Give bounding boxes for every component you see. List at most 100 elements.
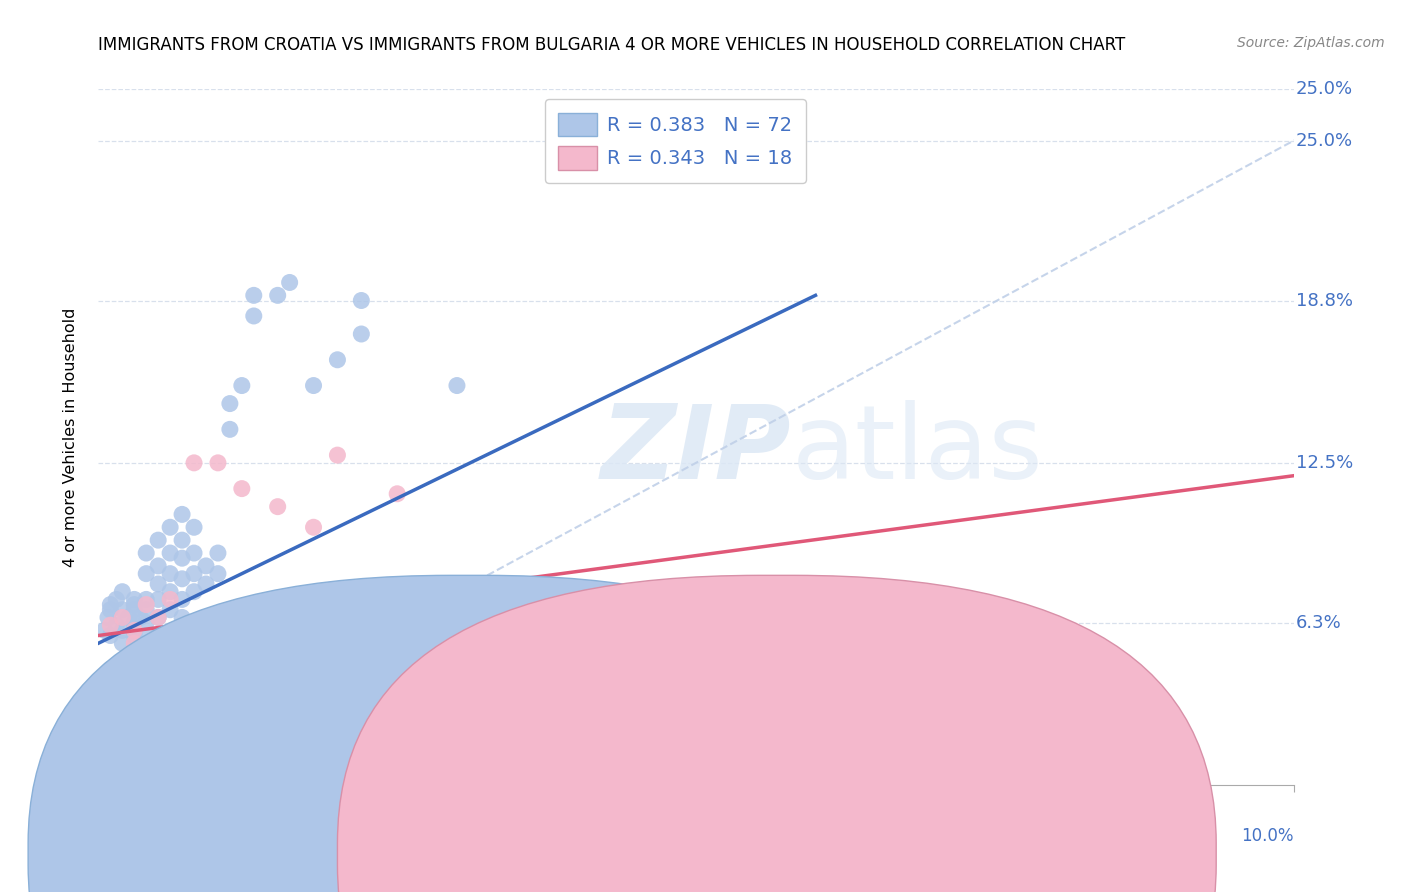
Point [111,603,134,617]
Text: Source: ZipAtlas.com: Source: ZipAtlas.com [1237,36,1385,50]
Point [117,610,139,624]
Point [326,448,349,462]
Point [159,700,181,714]
Point [124,628,146,642]
Text: Immigrants from Bulgaria: Immigrants from Bulgaria [806,846,1019,863]
Text: 12.5%: 12.5% [1296,454,1353,472]
Point [135,592,157,607]
Point [111,610,134,624]
Point [93,624,115,638]
Point [278,276,301,290]
Point [148,706,170,720]
Point [267,288,290,302]
Text: Immigrants from Croatia: Immigrants from Croatia [496,846,700,863]
Point [172,533,194,548]
Point [111,584,134,599]
Point [135,615,157,630]
Point [98,662,122,676]
Y-axis label: 4 or more Vehicles in Household: 4 or more Vehicles in Household [63,308,77,566]
Point [148,610,170,624]
Point [148,558,170,573]
Point [148,636,170,650]
Point [219,422,242,436]
Point [350,326,373,341]
Text: 0.0%: 0.0% [98,827,141,845]
Point [159,592,181,607]
Point [183,584,205,599]
Point [135,598,157,612]
Text: 25.0%: 25.0% [1296,132,1353,150]
Point [183,546,205,560]
Point [267,500,290,514]
Legend: R = 0.383   N = 72, R = 0.343   N = 18: R = 0.383 N = 72, R = 0.343 N = 18 [544,99,806,184]
Point [135,603,157,617]
Text: IMMIGRANTS FROM CROATIA VS IMMIGRANTS FROM BULGARIA 4 OR MORE VEHICLES IN HOUSEH: IMMIGRANTS FROM CROATIA VS IMMIGRANTS FR… [98,36,1126,54]
Point [172,551,194,566]
Point [159,628,181,642]
Point [111,624,134,638]
Point [124,636,146,650]
Point [172,572,194,586]
Point [148,533,170,548]
Point [194,577,218,591]
Point [135,696,157,710]
Point [446,378,468,392]
Point [159,520,181,534]
Point [111,636,134,650]
Point [124,624,146,638]
Point [350,644,373,658]
Point [172,610,194,624]
Point [231,482,253,496]
Point [98,603,122,617]
Point [148,721,170,735]
Point [183,520,205,534]
Point [129,610,152,624]
Text: ZIP: ZIP [600,401,792,501]
Point [350,644,373,658]
Point [159,566,181,581]
Text: 10.0%: 10.0% [1241,827,1294,845]
Point [183,456,205,470]
Point [159,546,181,560]
Point [135,546,157,560]
Point [98,618,122,632]
Text: 6.3%: 6.3% [1296,614,1341,632]
Point [148,592,170,607]
Point [326,352,349,367]
Point [172,508,194,522]
Point [302,378,325,392]
Point [159,603,181,617]
Point [105,592,128,607]
Point [350,293,373,308]
Point [105,618,128,632]
Point [135,566,157,581]
Point [135,714,157,728]
Point [124,670,146,684]
Point [446,584,468,599]
Text: atlas: atlas [792,401,1043,501]
Point [135,628,157,642]
Point [207,566,229,581]
Point [124,624,146,638]
Point [124,603,146,617]
Point [183,566,205,581]
Point [243,309,266,323]
Point [97,610,120,624]
Point [207,546,229,560]
Point [124,592,146,607]
Point [243,288,266,302]
Text: 18.8%: 18.8% [1296,292,1353,310]
Point [124,615,146,630]
Point [385,487,409,501]
Point [148,628,170,642]
Point [111,674,134,689]
Text: 25.0%: 25.0% [1296,80,1353,98]
Point [194,558,218,573]
Point [302,520,325,534]
Point [159,584,181,599]
Point [207,456,229,470]
Point [172,592,194,607]
Point [98,628,122,642]
Point [148,577,170,591]
Point [219,396,242,410]
